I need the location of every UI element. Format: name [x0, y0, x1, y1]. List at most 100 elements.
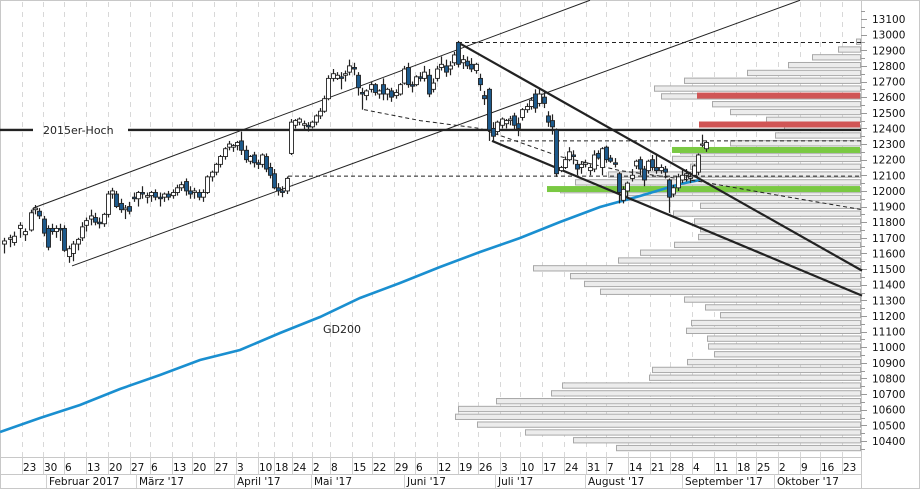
candle-body-up	[537, 93, 542, 104]
day-label: 4	[693, 462, 700, 474]
candle-body-up	[369, 84, 374, 90]
candle-body-up	[508, 118, 513, 122]
lower-channel-line	[71, 0, 801, 267]
month-label: August '17	[588, 476, 644, 488]
candle-body-up	[422, 71, 427, 79]
day-label: 27	[131, 462, 144, 474]
candle	[214, 162, 219, 176]
candle-body-up	[201, 192, 206, 198]
candle	[520, 108, 525, 121]
candle-body-up	[563, 159, 568, 168]
price-label: 11300	[872, 295, 905, 307]
volume-profile-bar	[618, 257, 861, 264]
candle-body-up	[529, 99, 534, 107]
candle-body-down	[140, 192, 145, 195]
volume-profile-bar	[700, 202, 861, 209]
volume-profile-bar	[608, 171, 861, 178]
candle	[389, 87, 394, 102]
price-label: 12700	[872, 77, 905, 89]
candle-body-down	[58, 227, 63, 231]
candle-body-down	[373, 84, 378, 93]
candle-body-up	[398, 84, 403, 95]
gd200-line	[0, 178, 701, 434]
price-label: 13100	[872, 14, 905, 26]
volume-profile-bar	[705, 304, 861, 311]
candle	[244, 145, 249, 163]
candle	[422, 65, 427, 82]
candle	[504, 119, 509, 129]
candle-body-down	[244, 149, 249, 161]
candle	[663, 165, 668, 179]
candle	[676, 173, 681, 191]
volume-profile-bar	[698, 233, 861, 241]
candle-body-down	[153, 192, 158, 198]
candle	[18, 222, 23, 238]
candle-body-up	[218, 156, 223, 165]
candle	[33, 204, 38, 215]
candle	[684, 169, 689, 182]
candle	[80, 222, 85, 241]
volume-profile-bar	[788, 61, 861, 69]
candle	[347, 59, 352, 76]
candle	[140, 186, 145, 199]
volume-profile-bar	[691, 319, 861, 327]
candle	[102, 212, 107, 227]
candle	[352, 62, 357, 76]
candle	[456, 40, 461, 68]
candle	[264, 153, 269, 173]
candle-body-down	[306, 124, 311, 128]
day-label: 23	[843, 462, 856, 474]
candle	[465, 56, 470, 70]
candle-body-down	[264, 156, 269, 170]
price-label: 11900	[872, 202, 905, 214]
volume-profile-bar	[687, 358, 861, 366]
candle	[579, 161, 584, 174]
gd200-label: GD200	[323, 323, 361, 336]
high-2015-label: 2015er-Hoch	[43, 124, 114, 137]
candle-body-up	[474, 63, 479, 72]
candle-body-down	[352, 67, 357, 70]
candle	[318, 108, 323, 120]
candle-body-down	[339, 76, 344, 79]
volume-profile-bar	[674, 241, 861, 249]
day-label: 21	[651, 462, 664, 474]
candle-body-up	[2, 240, 7, 245]
candle	[314, 114, 319, 126]
candle	[692, 164, 697, 177]
candle	[84, 217, 89, 232]
volume-profile-bar	[700, 226, 861, 233]
candle	[71, 240, 76, 262]
grid-lines	[22, 2, 843, 474]
month-label: September '17	[685, 476, 763, 488]
volume-profile-bar	[812, 54, 861, 61]
candle-body-up	[18, 224, 23, 229]
candle	[671, 184, 676, 198]
candle-body-up	[192, 190, 197, 193]
candle	[29, 209, 34, 232]
candle-body-down	[197, 192, 202, 198]
candle-body-down	[360, 92, 365, 95]
volume-profile-bar	[562, 382, 861, 389]
candle	[302, 120, 307, 130]
volume-profile-bar	[477, 421, 861, 428]
candle	[516, 117, 521, 137]
volume-profile-bar	[714, 351, 861, 358]
candle	[110, 187, 115, 199]
candle-body-up	[452, 54, 457, 64]
price-label: 12400	[872, 123, 905, 135]
price-label: 12100	[872, 170, 905, 182]
candle-body-up	[448, 65, 453, 70]
candle	[239, 131, 244, 155]
day-label: 22	[373, 462, 386, 474]
candle	[696, 153, 701, 176]
candle	[546, 111, 551, 127]
candle	[171, 189, 176, 199]
price-label: 13000	[872, 30, 905, 42]
candle	[583, 159, 588, 168]
candle	[704, 140, 709, 152]
day-label: 20	[193, 462, 206, 474]
candle	[268, 162, 273, 179]
candle	[410, 81, 415, 93]
